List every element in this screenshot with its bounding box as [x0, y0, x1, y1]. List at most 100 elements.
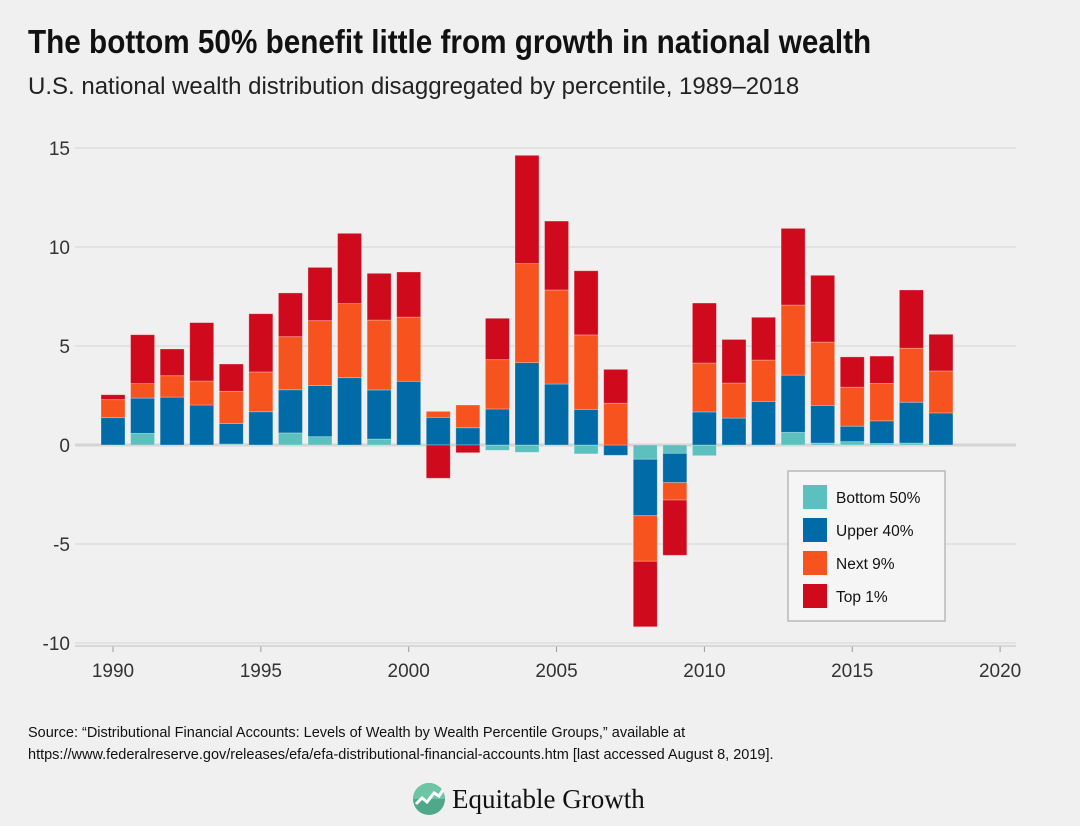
y-tick-label: 10: [49, 238, 70, 259]
bar-1993-top-1-: [189, 322, 215, 382]
bar-2002-next-9-: [455, 404, 481, 429]
bar-2013-top-1-: [780, 227, 806, 306]
chart-title: The bottom 50% benefit little from growt…: [28, 23, 872, 60]
bar-2015-top-1-: [839, 356, 865, 388]
bar-2018-upper-40-: [928, 412, 954, 446]
bar-1996-top-1-: [278, 292, 303, 338]
bar-2012-upper-40-: [751, 401, 776, 446]
legend-swatch: [803, 551, 827, 575]
bar-2016-top-1-: [869, 355, 895, 384]
legend-label: Bottom 50%: [836, 490, 921, 507]
bar-2003-upper-40-: [485, 408, 510, 446]
bar-2008-next-9-: [632, 515, 658, 562]
growth-chart-logo-icon: [413, 783, 445, 815]
logo-text: Equitable Growth: [452, 783, 645, 814]
bar-1996-bottom-50-: [278, 432, 303, 446]
bar-2006-next-9-: [573, 334, 599, 410]
x-tick-label: 2000: [388, 661, 430, 682]
bar-2008-bottom-50-: [632, 444, 658, 460]
bar-2005-top-1-: [544, 220, 569, 291]
x-tick-label: 2005: [535, 661, 577, 682]
bar-1998-next-9-: [337, 303, 362, 379]
bar-2002-upper-40-: [455, 427, 481, 446]
bar-1991-upper-40-: [130, 397, 155, 434]
y-tick-label: -5: [53, 535, 70, 556]
bar-1993-next-9-: [189, 380, 215, 406]
bar-2017-top-1-: [898, 289, 924, 349]
bar-2015-next-9-: [839, 386, 865, 427]
bar-2016-upper-40-: [869, 420, 895, 444]
bar-1997-top-1-: [307, 266, 333, 322]
legend-label: Top 1%: [836, 589, 888, 606]
legend-swatch: [803, 485, 827, 509]
bar-1999-top-1-: [366, 272, 392, 321]
bar-2011-top-1-: [721, 339, 747, 384]
bar-2009-upper-40-: [662, 452, 688, 484]
x-tick-label: 2020: [979, 661, 1021, 682]
bar-2014-upper-40-: [810, 404, 836, 444]
x-tick-label: 1990: [92, 661, 134, 682]
bar-2017-next-9-: [898, 347, 924, 403]
bar-2011-next-9-: [721, 382, 747, 419]
bar-2010-next-9-: [692, 362, 717, 413]
x-axis-ticks: 1990 1995 2000 2005 2010 2015 2020: [75, 645, 1021, 682]
bar-1991-top-1-: [130, 334, 155, 385]
bar-2014-next-9-: [810, 341, 836, 406]
source-line-1: Source: “Distributional Financial Accoun…: [28, 725, 686, 741]
bar-2010-bottom-50-: [692, 444, 717, 457]
bar-1993-upper-40-: [189, 404, 215, 446]
bar-2007-upper-40-: [603, 444, 629, 456]
bar-2004-next-9-: [514, 263, 540, 364]
bar-1997-bottom-50-: [307, 436, 333, 446]
bar-2002-top-1-: [455, 444, 481, 454]
legend: Bottom 50% Upper 40% Next 9% Top 1%: [787, 470, 946, 622]
bar-2005-next-9-: [544, 289, 569, 385]
bar-1994-top-1-: [218, 363, 244, 392]
bar-2013-upper-40-: [780, 374, 806, 433]
source-line-2: https://www.federalreserve.gov/releases/…: [28, 747, 774, 763]
bar-2018-top-1-: [928, 333, 954, 372]
bar-2003-bottom-50-: [485, 444, 510, 451]
bar-1998-top-1-: [337, 232, 362, 305]
bar-2006-bottom-50-: [573, 444, 599, 455]
bar-2001-next-9-: [425, 410, 451, 418]
bar-1999-bottom-50-: [366, 438, 392, 446]
bar-1991-next-9-: [130, 383, 155, 399]
bar-2018-next-9-: [928, 370, 954, 414]
bar-1995-top-1-: [248, 313, 274, 373]
bar-2010-upper-40-: [692, 411, 717, 446]
bar-2004-bottom-50-: [514, 444, 540, 453]
bar-2017-upper-40-: [898, 401, 924, 444]
bar-2009-top-1-: [662, 499, 688, 556]
bar-2008-top-1-: [632, 560, 658, 628]
bar-2001-upper-40-: [425, 416, 451, 446]
bar-2001-top-1-: [425, 444, 451, 479]
source-note: Source: “Distributional Financial Accoun…: [28, 722, 774, 766]
bar-2016-next-9-: [869, 383, 895, 422]
bar-1997-next-9-: [307, 320, 333, 387]
bar-2006-top-1-: [573, 270, 599, 336]
bar-1994-next-9-: [218, 390, 244, 425]
bar-2003-next-9-: [485, 359, 510, 410]
bar-1995-upper-40-: [248, 411, 274, 446]
bar-1997-upper-40-: [307, 385, 333, 438]
bar-2003-top-1-: [485, 317, 510, 361]
bar-2000-top-1-: [396, 271, 422, 318]
x-tick-label: 2010: [683, 661, 725, 682]
bar-1992-top-1-: [159, 348, 185, 377]
bar-2008-upper-40-: [632, 458, 658, 517]
bars: [100, 154, 954, 628]
bar-2012-top-1-: [751, 316, 776, 361]
bar-1990-next-9-: [100, 399, 126, 419]
bar-1992-next-9-: [159, 375, 185, 398]
bar-2004-top-1-: [514, 154, 540, 265]
chart-subtitle: U.S. national wealth distribution disagg…: [28, 73, 800, 100]
bar-1990-top-1-: [100, 394, 126, 401]
bar-2007-next-9-: [603, 402, 629, 446]
bar-2010-top-1-: [692, 302, 717, 364]
bar-2004-upper-40-: [514, 362, 540, 446]
bar-2005-upper-40-: [544, 383, 569, 446]
bar-2009-bottom-50-: [662, 444, 688, 454]
y-axis-ticks: 15 10 5 0 -5 -10: [43, 139, 70, 655]
bar-1998-upper-40-: [337, 377, 362, 446]
